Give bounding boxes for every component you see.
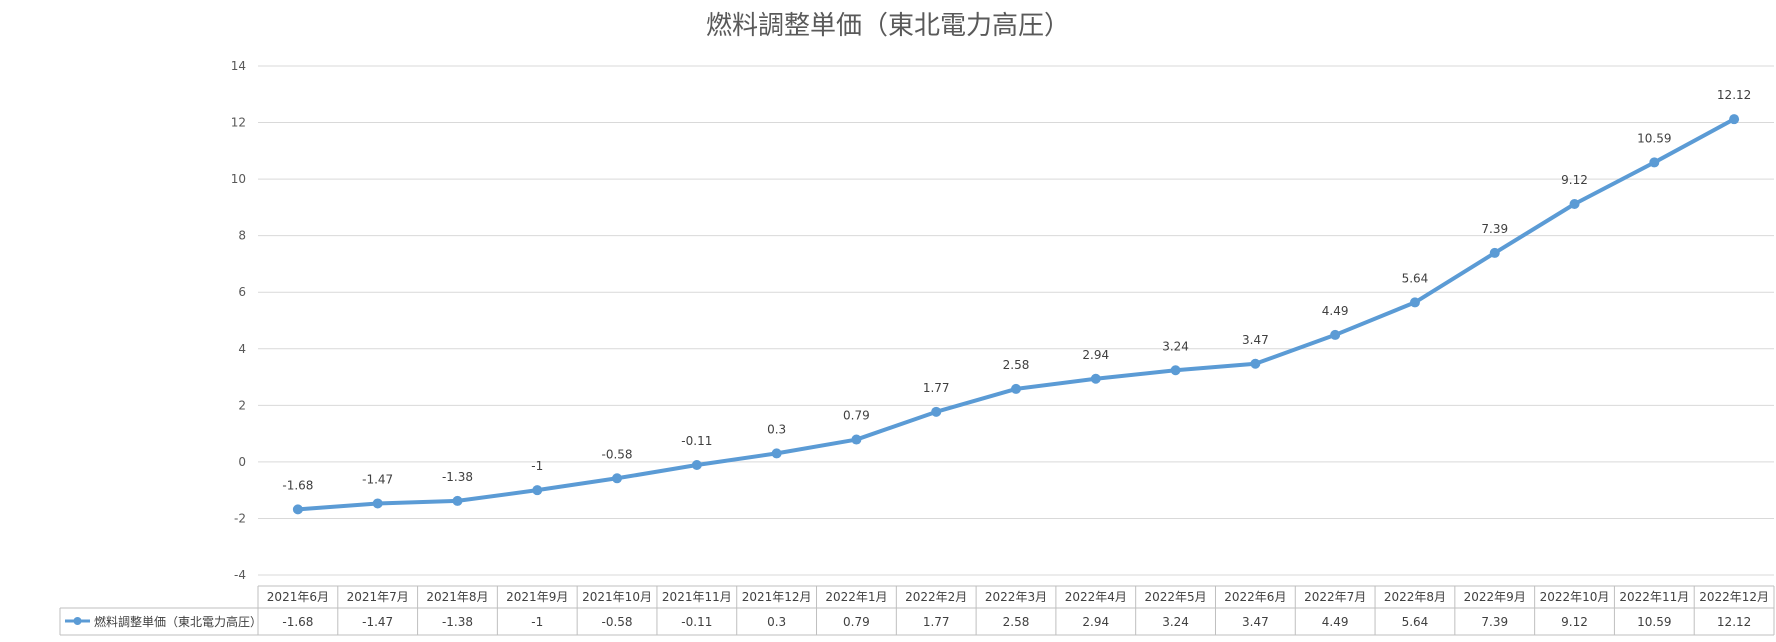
data-point xyxy=(292,504,303,515)
y-tick-label: 8 xyxy=(238,229,246,243)
y-axis-tick-labels: 14 12 10 8 6 4 2 0 -2 -4 xyxy=(231,59,246,582)
table-value: 1.77 xyxy=(923,615,950,629)
x-category-label: 2021年10月 xyxy=(582,590,652,604)
data-point xyxy=(1250,358,1261,369)
y-tick-label: 4 xyxy=(238,342,246,356)
table-value: 2.94 xyxy=(1082,615,1109,629)
data-point xyxy=(1330,329,1341,340)
data-label: 5.64 xyxy=(1402,271,1429,285)
data-point xyxy=(1409,297,1420,308)
x-category-label: 2022年11月 xyxy=(1619,590,1689,604)
y-tick-label: -2 xyxy=(234,511,246,525)
table-value: -1.68 xyxy=(282,615,313,629)
data-label: 4.49 xyxy=(1322,304,1349,318)
series-line xyxy=(295,117,1737,512)
table-value: -1.38 xyxy=(442,615,473,629)
data-point xyxy=(612,473,623,484)
y-tick-label: 6 xyxy=(238,285,246,299)
data-label: 0.79 xyxy=(843,409,870,423)
table-value: 7.39 xyxy=(1481,615,1508,629)
table-value: -0.11 xyxy=(681,615,712,629)
data-point xyxy=(452,495,463,506)
data-label: 12.12 xyxy=(1717,88,1751,102)
data-point xyxy=(1649,157,1660,168)
table-value: -0.58 xyxy=(602,615,633,629)
data-label: -0.11 xyxy=(681,434,712,448)
x-category-label: 2022年12月 xyxy=(1699,590,1769,604)
data-point xyxy=(851,434,862,445)
chart-title: 燃料調整単価（東北電力高圧） xyxy=(706,11,1070,41)
x-category-label: 2021年12月 xyxy=(742,590,812,604)
table-value: 3.47 xyxy=(1242,615,1269,629)
data-table: 2021年6月 2021年7月 2021年8月 2021年9月 2021年10月 2021… xyxy=(59,585,1775,636)
y-tick-label: 2 xyxy=(238,398,246,412)
data-point xyxy=(1170,365,1181,376)
x-category-label: 2022年5月 xyxy=(1144,590,1206,604)
x-category-label: 2021年6月 xyxy=(267,590,329,604)
x-category-label: 2022年6月 xyxy=(1224,590,1286,604)
x-category-label: 2022年7月 xyxy=(1304,590,1366,604)
data-point xyxy=(1489,247,1500,258)
data-label: 2.58 xyxy=(1003,358,1030,372)
x-category-label: 2022年8月 xyxy=(1384,590,1446,604)
y-tick-label: 10 xyxy=(231,172,246,186)
table-value: 3.24 xyxy=(1162,615,1189,629)
x-category-label: 2022年10月 xyxy=(1540,590,1610,604)
x-category-label: 2022年1月 xyxy=(825,590,887,604)
data-label: -0.58 xyxy=(602,447,633,461)
x-category-label: 2021年7月 xyxy=(347,590,409,604)
grid xyxy=(258,65,1774,576)
table-value: 12.12 xyxy=(1717,615,1751,629)
data-point xyxy=(532,485,543,496)
data-point xyxy=(1569,198,1580,209)
data-label: -1.38 xyxy=(442,470,473,484)
data-label: -1.68 xyxy=(282,478,313,492)
table-value: 5.64 xyxy=(1402,615,1429,629)
data-label: 2.94 xyxy=(1082,348,1109,362)
data-label: 0.3 xyxy=(767,422,786,436)
x-category-label: 2022年3月 xyxy=(985,590,1047,604)
data-label: 1.77 xyxy=(923,381,950,395)
x-category-label: 2022年2月 xyxy=(905,590,967,604)
table-value: 4.49 xyxy=(1322,615,1349,629)
data-point xyxy=(372,498,383,509)
data-point xyxy=(1011,383,1021,394)
table-value: 2.58 xyxy=(1003,615,1030,629)
data-label: 10.59 xyxy=(1637,131,1671,145)
series-layer xyxy=(292,114,1740,515)
data-label: -1.47 xyxy=(362,472,393,486)
table-value: 0.3 xyxy=(767,615,786,629)
data-point xyxy=(771,448,782,459)
y-tick-label: -4 xyxy=(234,568,246,582)
data-label: 3.47 xyxy=(1242,333,1269,347)
data-labels: -1.68 -1.47 -1.38 -1 -0.58 -0.11 0.3 0.79 1.77 2.… xyxy=(282,88,1751,492)
x-category-label: 2021年9月 xyxy=(506,590,568,604)
y-tick-label: 14 xyxy=(231,59,246,73)
table-value: -1 xyxy=(531,615,543,629)
y-tick-label: 12 xyxy=(231,116,246,130)
x-category-label: 2022年9月 xyxy=(1464,590,1526,604)
table-value: -1.47 xyxy=(362,615,393,629)
legend-key-marker xyxy=(73,617,82,625)
x-category-label: 2022年4月 xyxy=(1065,590,1127,604)
data-point xyxy=(931,406,942,417)
y-tick-label: 0 xyxy=(238,455,246,469)
data-label: 3.24 xyxy=(1162,339,1189,353)
series-name: 燃料調整単価（東北電力高圧） xyxy=(94,614,262,629)
data-label: 7.39 xyxy=(1481,222,1508,236)
data-point xyxy=(1729,114,1740,125)
data-label: -1 xyxy=(531,459,543,473)
x-category-label: 2021年11月 xyxy=(662,590,732,604)
data-label: 9.12 xyxy=(1561,173,1588,187)
table-value: 10.59 xyxy=(1637,615,1671,629)
data-point xyxy=(691,459,702,470)
data-point xyxy=(1090,373,1101,384)
table-value: 0.79 xyxy=(843,615,870,629)
table-value: 9.12 xyxy=(1561,615,1588,629)
x-category-label: 2021年8月 xyxy=(426,590,488,604)
